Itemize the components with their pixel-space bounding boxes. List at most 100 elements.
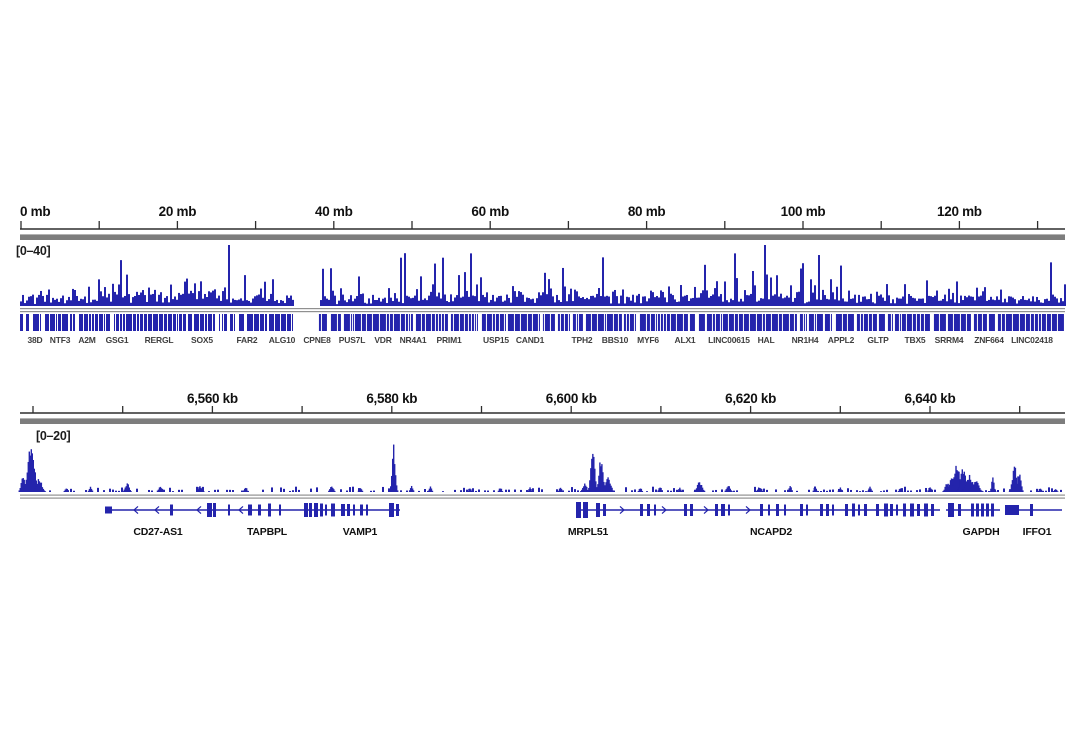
- axis-tick-label: 6,600 kb: [546, 391, 597, 406]
- panel1-separator-bar: [20, 234, 1065, 240]
- gene-label: ALG10: [269, 335, 296, 345]
- exon-box: [917, 504, 920, 516]
- exon-box: [654, 504, 656, 516]
- exon-box: [647, 504, 650, 516]
- axis-tick-label: 100 mb: [781, 204, 826, 219]
- exon-box: [890, 504, 893, 516]
- exon-box: [279, 504, 281, 516]
- gene-label: APPL2: [828, 335, 855, 345]
- gene-model-vamp1: [338, 503, 400, 517]
- exon-box: [784, 504, 786, 516]
- exon-box: [826, 504, 829, 516]
- exon-box: [353, 504, 355, 516]
- gene-label: LINC02418: [1011, 335, 1053, 345]
- exon-box: [924, 503, 928, 517]
- separator-highlight: [20, 418, 1065, 419]
- exon-box: [896, 504, 898, 516]
- gene-label: SRRM4: [935, 335, 964, 345]
- gene-label: GSG1: [106, 335, 129, 345]
- exon-box: [800, 504, 803, 516]
- divider-line: [20, 494, 1065, 496]
- strand-arrow-icon: [133, 505, 139, 515]
- gene-model-tapbpl: [252, 503, 338, 517]
- exon-box: [981, 503, 984, 517]
- gene-label: A2M: [78, 335, 95, 345]
- gene-label: NCAPD2: [750, 526, 792, 538]
- gene-label: NR1H4: [792, 335, 819, 345]
- gene-label: VDR: [374, 335, 391, 345]
- exon-box: [903, 503, 906, 517]
- gene-label: SOX5: [191, 335, 213, 345]
- separator-bar: [20, 419, 1065, 424]
- exon-box: [331, 503, 335, 517]
- gene-model-iffo1: [1005, 504, 1062, 516]
- exon-box: [776, 504, 779, 516]
- exon-box: [715, 504, 718, 516]
- gene-label: PUS7L: [339, 335, 365, 345]
- exon-box: [948, 503, 954, 517]
- exon-box: [640, 504, 643, 516]
- gene-label: GAPDH: [963, 526, 1000, 538]
- exon-box: [1005, 505, 1019, 515]
- gene-model-gapdh: [946, 503, 1000, 517]
- exon-box: [721, 504, 725, 516]
- data-range-label-locus: [0–20]: [36, 429, 71, 443]
- axis-tick-label: 120 mb: [937, 204, 982, 219]
- gene-label: RERGL: [145, 335, 174, 345]
- exon-box: [858, 504, 860, 516]
- axis-tick-label: 6,580 kb: [366, 391, 417, 406]
- gene-label: CAND1: [516, 335, 545, 345]
- exon-box: [603, 504, 606, 516]
- exon-box: [931, 504, 934, 516]
- axis-tick-label: 40 mb: [315, 204, 353, 219]
- exon-box: [170, 504, 173, 516]
- gene-label: TBX5: [905, 335, 926, 345]
- exon-box: [228, 504, 230, 516]
- exon-box: [268, 503, 271, 517]
- axis-tick-label: 6,560 kb: [187, 391, 238, 406]
- gene-label: ZNF664: [974, 335, 1004, 345]
- strand-arrow-icon: [703, 505, 709, 515]
- gene-label: FAR2: [237, 335, 258, 345]
- exon-box: [576, 502, 581, 518]
- exon-box: [760, 504, 763, 516]
- exon-box: [852, 503, 855, 517]
- exon-box: [325, 504, 327, 516]
- exon-box: [876, 504, 879, 516]
- gene-label: TPH2: [572, 335, 593, 345]
- exon-box: [213, 503, 216, 517]
- axis-tick-label: 80 mb: [628, 204, 666, 219]
- gene-model-track: [105, 502, 1062, 518]
- gene-model-mrpl51: [576, 502, 612, 518]
- mb-ruler: 0 mb 20 mb 40 mb 60 mb 80 mb 100 mb 120 mb: [20, 204, 1065, 230]
- gene-label: MRPL51: [568, 526, 609, 538]
- exon-box: [347, 504, 350, 516]
- strand-arrow-icon: [661, 505, 667, 515]
- exon-box: [976, 503, 979, 517]
- exon-box: [820, 504, 823, 516]
- exon-box: [910, 503, 914, 517]
- overview-gene-labels: 38D NTF3 A2M GSG1 RERGL SOX5 FAR2 ALG10 CPNE8 PUS…: [28, 335, 1054, 345]
- strand-arrow-icon: [619, 505, 625, 515]
- strand-arrow-icon: [745, 505, 751, 515]
- exon-box: [320, 503, 323, 517]
- exon-box: [360, 504, 363, 516]
- gene-label: BBS10: [602, 335, 629, 345]
- gene-label: VAMP1: [343, 526, 378, 538]
- gene-label: USP15: [483, 335, 509, 345]
- exon-box: [690, 504, 693, 516]
- panel2-separator-bar: [20, 418, 1065, 424]
- exon-box: [314, 503, 318, 517]
- coverage-track-overview: [20, 245, 1066, 306]
- gene-model-ncapd2: [612, 503, 940, 517]
- exon-box: [864, 504, 867, 516]
- gene-density-track: [20, 314, 1064, 331]
- exon-box: [396, 504, 399, 516]
- exon-box: [583, 502, 588, 518]
- gene-label: CD27-AS1: [133, 526, 183, 538]
- exon-box: [258, 504, 261, 516]
- axis-tick-label: 20 mb: [159, 204, 197, 219]
- exon-box: [958, 504, 961, 516]
